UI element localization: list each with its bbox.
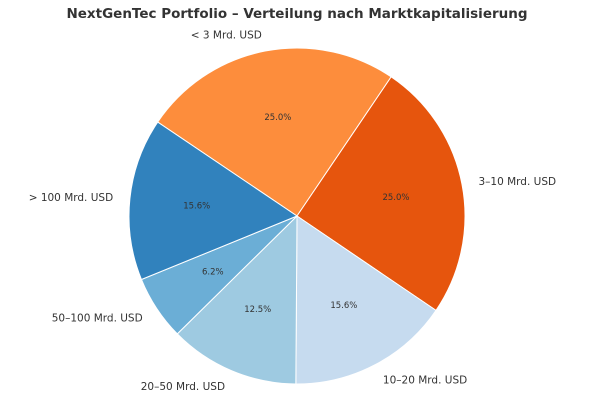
slice-category-label: > 100 Mrd. USD [29,192,113,204]
slice-category-label: 3–10 Mrd. USD [478,176,556,188]
pie-slice [157,47,392,217]
slice-category-label: 10–20 Mrd. USD [383,375,467,387]
category-labels: < 3 Mrd. USD 3–10 Mrd. USD 10–20 Mrd. USD 2… [29,30,556,394]
chart-title: NextGenTec Portfolio – Verteilung nach M… [66,6,527,22]
slice-category-label: 20–50 Mrd. USD [141,381,225,393]
slice-percentage-label: 15.6% [183,202,210,212]
pie-slice [176,214,298,385]
pie-slices [128,47,466,385]
pie-slice [295,215,437,385]
pie-slice [296,76,466,312]
slice-percentage-label: 6.2% [202,267,224,277]
slice-percentage-label: 12.5% [244,305,271,315]
slice-percentage-label: 25.0% [264,113,291,123]
slice-percentage-label: 15.6% [330,301,357,311]
slice-category-label: < 3 Mrd. USD [191,30,262,42]
slice-category-label: 50–100 Mrd. USD [52,313,143,325]
pie-slice [128,121,299,281]
slice-percentage-label: 25.0% [382,193,409,203]
percentage-labels: 25.0% 25.0% 15.6% 12.5% 6.2% 15.6% [183,113,409,315]
